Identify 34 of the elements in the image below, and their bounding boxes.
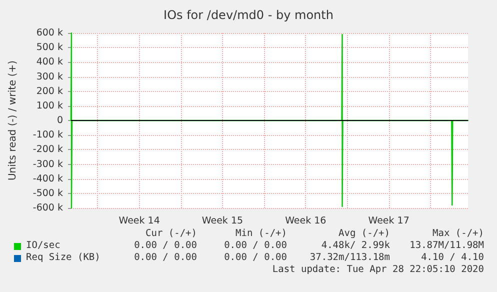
y-tick-label: -600 k [32,202,64,214]
text: 0.00 / 0.00 [134,252,197,263]
y-axis-title: Units read (-) / write (+) [8,60,18,181]
legend-label: Req Size (KB) [26,252,100,263]
x-tick-label: Week 16 [285,216,326,226]
text: 37.32m/113.18m [310,252,390,263]
x-tick-label: Week 15 [202,216,244,226]
y-tick-label: 300 k [36,71,64,82]
text: Avg (-/+) [338,228,390,239]
y-tick-label: 0 [56,115,63,126]
y-tick-label: 400 k [36,56,64,68]
y-tick-label: 600 k [36,28,64,38]
legend-label: IO/sec [26,240,60,251]
y-tick-label: 200 k [36,86,64,97]
x-tick-label: Week 17 [368,216,410,226]
text: Max (-/+) [432,228,484,239]
y-tick-label: 500 k [36,42,64,54]
chart-title: IOs for /dev/md0 - by month [164,8,334,22]
text: 0.00 / 0.00 [134,240,197,251]
x-tick-label: Week 14 [118,216,160,226]
y-tick-label: -200 k [32,144,64,156]
y-tick-label: 100 k [36,100,64,112]
text: 13.87M/11.98M [410,240,484,251]
y-tick-label: -500 k [32,188,64,199]
text: Min (-/+) [236,228,287,239]
y-tick-label: -100 k [32,130,64,141]
text: 0.00 / 0.00 [224,240,287,251]
y-tick-label: -400 k [32,173,64,184]
text: 4.10 / 4.10 [421,252,484,263]
text: 4.48k/ 2.99k [321,240,390,251]
y-tick-label: -300 k [32,158,64,170]
text: Cur (-/+) [146,228,197,239]
text: Last update: Tue Apr 28 22:05:10 2020 [272,264,484,275]
text: 0.00 / 0.00 [224,252,287,263]
